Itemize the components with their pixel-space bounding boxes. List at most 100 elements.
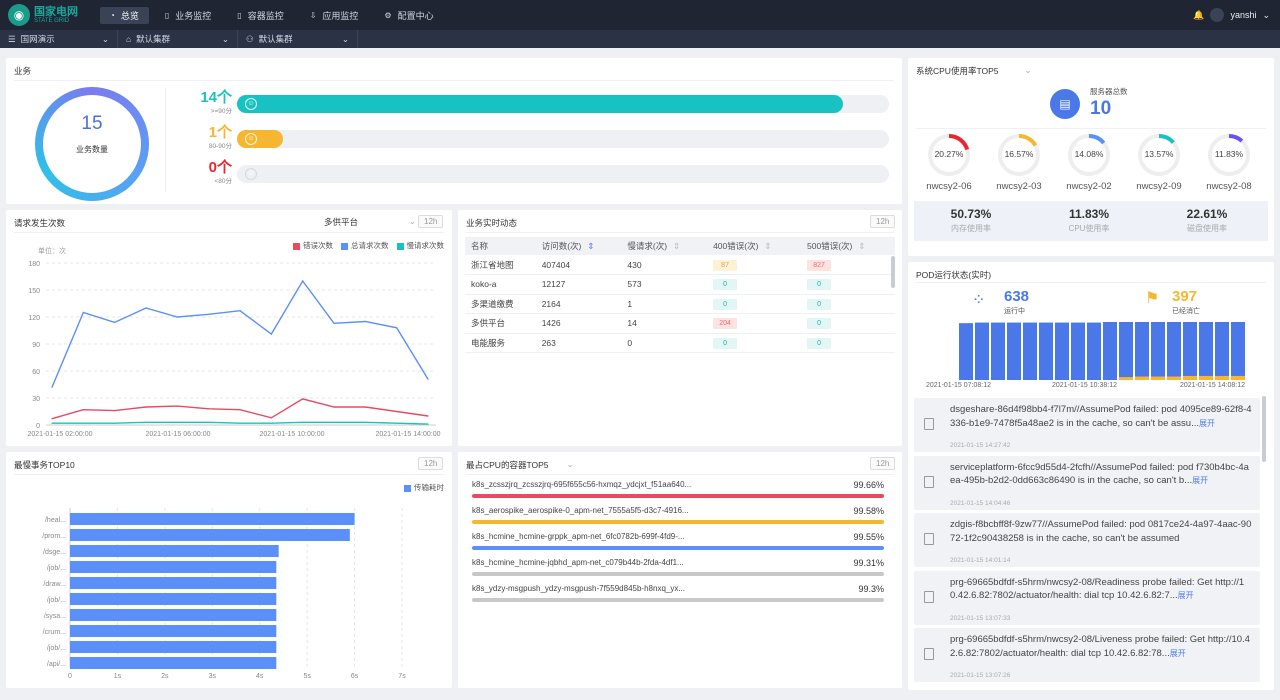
period-toggle[interactable]: 12h	[418, 457, 444, 470]
period-toggle[interactable]: 12h	[870, 457, 896, 470]
data-point	[176, 405, 178, 407]
table-scrollbar[interactable]	[891, 256, 895, 288]
container-cpu-pct: 99.66%	[853, 480, 884, 490]
nav-item-2[interactable]: ▯ 容器监控	[227, 7, 293, 24]
data-point	[82, 422, 84, 424]
y-tick-label: 30	[32, 396, 40, 403]
error-500-badge: 0	[807, 318, 832, 330]
cpu-container-row[interactable]: k8s_hcmine_hcmine-jqbhd_apm-net_c079b44b…	[472, 558, 884, 584]
y-tick-label: 120	[28, 315, 40, 322]
x-tick-label: 0	[68, 673, 72, 680]
expand-link[interactable]: 展开	[1192, 476, 1209, 485]
table-header-cell[interactable]: 500错误(次) ⇕	[801, 237, 895, 255]
period-toggle[interactable]: 12h	[870, 215, 896, 228]
bar	[70, 609, 277, 621]
nav-item-3[interactable]: ⇩ 应用监控	[300, 7, 369, 24]
card-title[interactable]: 最占CPU的容器TOP5 ⌄	[466, 459, 574, 470]
table-cell: koko-a	[465, 274, 536, 295]
table-header-cell[interactable]: 慢请求(次) ⇕	[621, 237, 708, 255]
container-name: k8s_aerospike_aerospike-0_apm-net_7555a5…	[472, 506, 689, 515]
y-tick-label: /dsge...	[43, 549, 66, 556]
bar	[70, 561, 277, 573]
event-log-item[interactable]: prg-69665bdfdf-s5hrm/nwcsy2-08/Liveness …	[914, 628, 1260, 682]
table-header-cell[interactable]: 访问数(次) ⇕	[535, 237, 622, 255]
gauge-host[interactable]: nwcsy2-03	[996, 181, 1042, 192]
expand-link[interactable]: 展开	[1199, 418, 1215, 428]
card-title: 最慢事务TOP10	[14, 460, 75, 470]
bar	[70, 577, 277, 589]
level-bar-2: ☺	[237, 165, 889, 183]
error-400-badge: 0	[713, 337, 738, 349]
log-text: zdgis-f8bcbff8f-9zw77//AssumePod failed:…	[950, 519, 1252, 544]
brand-logo[interactable]: ◉ 国家电网 STATE GRID	[8, 4, 90, 26]
nav-item-label: 总览	[120, 11, 139, 21]
table-cell: 1426	[535, 313, 622, 334]
cpu-bar	[472, 572, 884, 576]
x-tick-label: 2021-01-15 06:00:00	[146, 431, 211, 438]
data-point	[208, 421, 210, 423]
gauge-host[interactable]: nwcsy2-09	[1136, 181, 1182, 192]
table-cell: 多供平台	[465, 313, 536, 334]
nav-item-4[interactable]: ⚙ 配置中心	[374, 7, 443, 24]
document-icon	[924, 533, 934, 545]
gauge-arc	[928, 134, 970, 176]
expand-link[interactable]: 展开	[1177, 591, 1194, 600]
level-count-0: 14个 >=90分	[196, 90, 232, 115]
x-tick-label: 2s	[161, 673, 169, 680]
nav-item-0[interactable]: ◔ 总览	[100, 7, 149, 24]
pod-bar-chart	[959, 322, 1245, 380]
table-row[interactable]: 浙江省地图 407404 430 87 827	[465, 255, 895, 275]
sort-icon[interactable]: ⇕	[587, 241, 595, 251]
sort-icon[interactable]: ⇕	[858, 241, 866, 251]
dashboard-icon: ◔	[110, 11, 115, 20]
log-scrollbar[interactable]	[1262, 396, 1266, 462]
cpu-container-row[interactable]: k8s_ydzy-msgpush_ydzy-msgpush-7f559d845b…	[472, 584, 884, 610]
user-menu[interactable]: 🔔 yanshi ⌄	[1193, 8, 1270, 22]
cluster-select-2[interactable]: ⚇ 默认集群 ⌄	[238, 30, 358, 48]
chevron-down-icon: ⌄	[1262, 9, 1270, 20]
gauge-arc	[1138, 134, 1180, 176]
period-toggle[interactable]: 12h	[418, 215, 444, 228]
chevron-down-icon: ⌄	[341, 33, 349, 44]
log-message: zdgis-f8bcbff8f-9zw77//AssumePod failed:…	[950, 518, 1252, 545]
platform-select[interactable]: 多供平台 ⌄	[324, 216, 416, 230]
expand-link[interactable]: 展开	[1169, 648, 1186, 658]
event-log-item[interactable]: prg-69665bdfdf-s5hrm/nwcsy2-08/Readiness…	[914, 570, 1260, 625]
chevron-down-icon: ⌄	[101, 33, 109, 44]
user-icon: ⚇	[246, 33, 254, 44]
gauge-host[interactable]: nwcsy2-08	[1206, 181, 1252, 192]
table-row[interactable]: 多渠道缴费 2164 1 0 0	[465, 294, 895, 314]
sort-icon[interactable]: ⇕	[764, 241, 772, 251]
pod-bar	[1055, 322, 1069, 380]
event-log-item[interactable]: zdgis-f8bcbff8f-9zw77//AssumePod failed:…	[914, 513, 1260, 567]
sort-icon[interactable]: ⇕	[673, 241, 681, 251]
nav-item-1[interactable]: ▯ 业务监控	[155, 7, 221, 24]
cpu-container-row[interactable]: k8s_hcmine_hcmine-grppk_apm-net_6fc0782b…	[472, 532, 884, 558]
gauge-host[interactable]: nwcsy2-06	[926, 181, 972, 192]
table-row[interactable]: 电能服务 263 0 0 0	[465, 333, 895, 353]
cpu-container-row[interactable]: k8s_aerospike_aerospike-0_apm-net_7555a5…	[472, 506, 884, 532]
cluster-select[interactable]: ⌂ 默认集群 ⌄	[118, 30, 238, 48]
avatar[interactable]	[1210, 8, 1225, 22]
log-message: dsgeshare-86d4f98bb4-f7l7m//AssumePod fa…	[950, 403, 1252, 430]
bell-icon[interactable]: 🔔	[1193, 9, 1205, 20]
x-tick-label: 4s	[256, 673, 264, 680]
gauge-host[interactable]: nwcsy2-02	[1066, 181, 1112, 192]
cpu-gauge	[1138, 134, 1180, 176]
event-log-item[interactable]: dsgeshare-86d4f98bb4-f7l7m//AssumePod fa…	[914, 398, 1260, 452]
log-text: prg-69665bdfdf-s5hrm/nwcsy2-08/Liveness …	[950, 634, 1250, 659]
level-bar-1: ☺	[237, 130, 889, 148]
server-count: 10	[1090, 98, 1112, 119]
data-point	[427, 378, 429, 380]
level-bar-fill	[237, 130, 283, 148]
gauge-arc	[1208, 134, 1250, 176]
project-select[interactable]: ☰ 国网演示 ⌄	[0, 30, 118, 48]
card-title[interactable]: 系统CPU使用率TOP5 ⌄	[916, 65, 1032, 76]
table-row[interactable]: koko-a 12127 573 0 0	[465, 274, 895, 295]
cpu-gauge	[1208, 134, 1250, 176]
table-header-cell[interactable]: 400错误(次) ⇕	[707, 237, 802, 255]
cpu-container-row[interactable]: k8s_zcsszjrq_zcsszjrq-695f655c56-hxmqz_y…	[472, 480, 884, 506]
event-log-item[interactable]: serviceplatform-6fcc9d55d4-2fcfh//Assume…	[914, 455, 1260, 510]
cpu-gauge	[1068, 134, 1110, 176]
table-row[interactable]: 多供平台 1426 14 204 0	[465, 313, 895, 334]
